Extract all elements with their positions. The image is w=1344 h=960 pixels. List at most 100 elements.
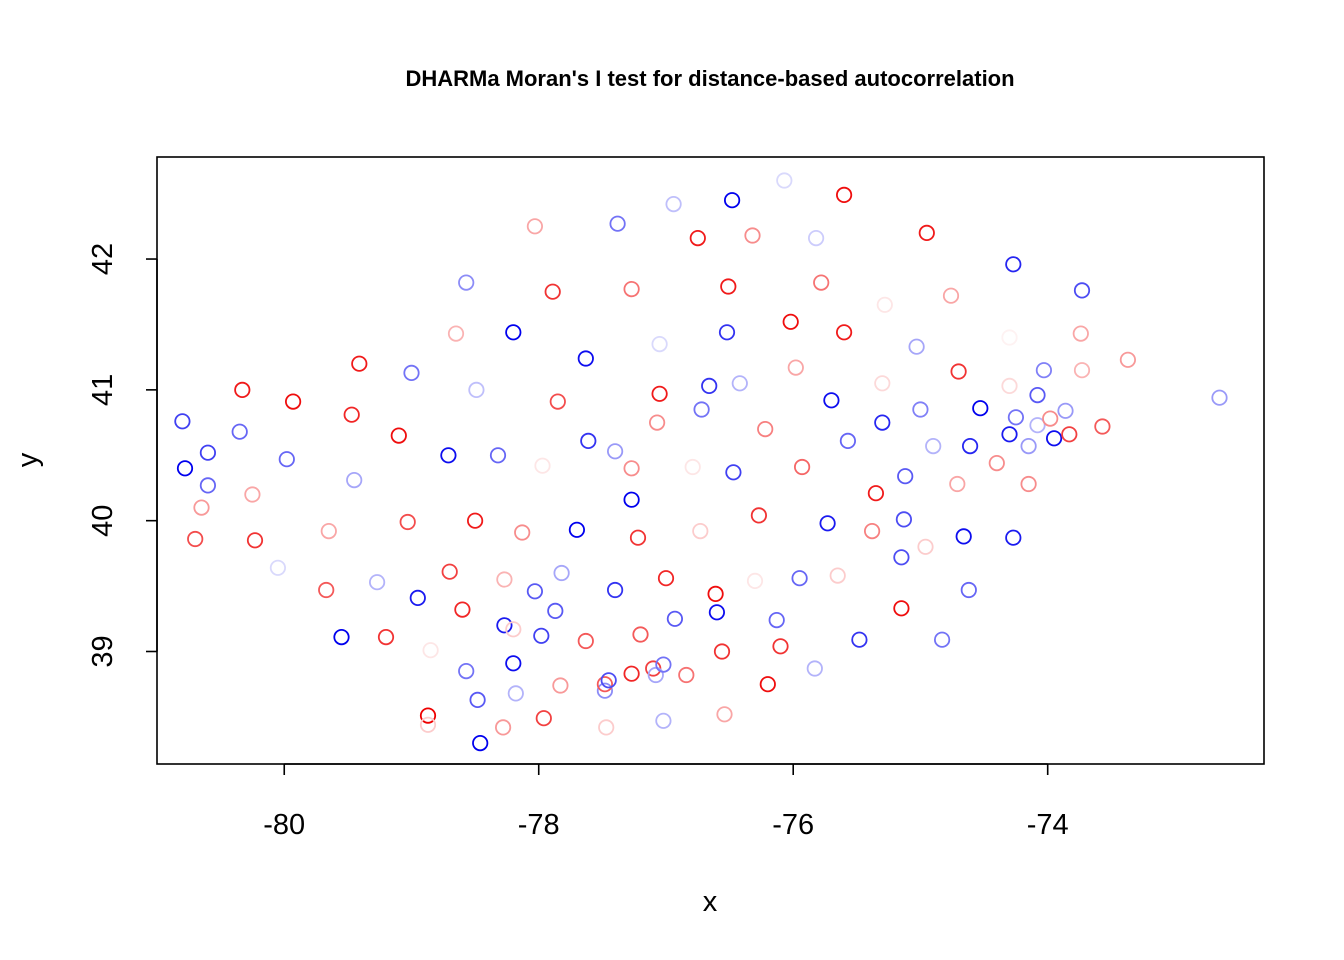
data-point bbox=[623, 491, 640, 508]
data-point bbox=[949, 475, 966, 493]
x-tick-label: -74 bbox=[1027, 809, 1069, 841]
data-point bbox=[351, 355, 368, 372]
data-point bbox=[657, 570, 675, 587]
data-point bbox=[577, 350, 594, 367]
data-point bbox=[526, 218, 544, 235]
data-point bbox=[231, 423, 248, 440]
data-point bbox=[806, 660, 823, 677]
data-point bbox=[580, 432, 597, 449]
x-axis: -80 -78 -76 -74 bbox=[263, 763, 1069, 841]
data-point bbox=[458, 662, 475, 680]
data-point bbox=[716, 706, 733, 723]
data-point bbox=[507, 685, 524, 702]
data-point bbox=[835, 186, 853, 203]
data-point bbox=[1035, 362, 1053, 379]
data-point bbox=[333, 628, 350, 646]
data-point bbox=[655, 712, 672, 729]
data-point bbox=[955, 528, 972, 545]
data-point bbox=[552, 677, 569, 694]
data-point bbox=[925, 437, 942, 455]
chart-title: DHARMa Moran's I test for distance-based… bbox=[405, 66, 1014, 91]
data-point bbox=[534, 457, 551, 474]
data-point bbox=[600, 672, 617, 689]
data-point bbox=[244, 486, 261, 503]
data-point bbox=[684, 458, 701, 476]
data-point bbox=[746, 572, 764, 590]
data-point bbox=[768, 611, 785, 629]
data-point bbox=[246, 532, 264, 549]
data-point bbox=[708, 604, 726, 621]
data-point bbox=[772, 638, 789, 655]
data-point bbox=[718, 324, 736, 341]
data-point bbox=[713, 643, 731, 660]
data-point bbox=[284, 393, 302, 410]
data-point bbox=[1046, 430, 1063, 447]
data-point bbox=[750, 507, 768, 524]
data-point bbox=[757, 420, 774, 438]
data-point bbox=[693, 401, 710, 418]
data-point bbox=[505, 324, 522, 341]
data-point bbox=[701, 377, 718, 394]
data-point bbox=[793, 458, 811, 476]
data-point bbox=[496, 617, 513, 634]
data-point bbox=[535, 710, 552, 727]
data-point bbox=[390, 427, 407, 444]
data-point bbox=[174, 413, 191, 430]
data-point bbox=[547, 602, 564, 620]
data-point bbox=[422, 642, 439, 659]
data-point bbox=[494, 719, 512, 736]
data-point bbox=[655, 656, 672, 673]
data-point bbox=[606, 443, 624, 460]
data-point bbox=[1001, 377, 1018, 394]
data-point bbox=[609, 215, 626, 232]
data-point bbox=[1211, 389, 1228, 406]
data-point bbox=[377, 628, 395, 646]
data-point bbox=[199, 477, 216, 494]
data-point bbox=[1001, 426, 1018, 443]
data-point bbox=[819, 515, 836, 532]
x-tick-label: -76 bbox=[772, 809, 814, 841]
data-point bbox=[791, 570, 808, 587]
data-point bbox=[409, 589, 426, 607]
data-point bbox=[689, 230, 706, 247]
data-point bbox=[629, 529, 647, 546]
data-point bbox=[1073, 282, 1091, 299]
data-point bbox=[1020, 437, 1037, 455]
data-point bbox=[893, 600, 910, 617]
data-point bbox=[505, 655, 522, 672]
data-point bbox=[1029, 417, 1046, 434]
data-point bbox=[623, 665, 640, 682]
y-axis-label: y bbox=[12, 452, 44, 467]
data-point bbox=[807, 230, 825, 247]
data-point bbox=[942, 287, 960, 304]
data-point bbox=[666, 610, 684, 627]
y-tick-label: 42 bbox=[87, 243, 119, 275]
data-point bbox=[835, 324, 853, 341]
data-point bbox=[933, 631, 951, 648]
data-point bbox=[776, 172, 793, 189]
y-axis: 39 40 41 42 bbox=[87, 243, 158, 668]
data-point bbox=[725, 464, 742, 481]
data-point bbox=[447, 325, 465, 342]
data-point bbox=[469, 691, 486, 709]
data-point bbox=[1042, 410, 1059, 427]
data-point bbox=[505, 621, 522, 638]
x-tick-label: -78 bbox=[518, 809, 560, 841]
data-point bbox=[651, 385, 668, 402]
data-point bbox=[823, 392, 840, 409]
data-point bbox=[544, 283, 561, 300]
data-point bbox=[343, 406, 360, 423]
data-point bbox=[399, 513, 416, 531]
data-point bbox=[187, 530, 204, 548]
data-point bbox=[496, 571, 513, 588]
data-point bbox=[720, 278, 737, 295]
data-point bbox=[678, 666, 695, 684]
data-point bbox=[813, 274, 830, 291]
data-point bbox=[648, 414, 666, 431]
data-point bbox=[419, 716, 437, 733]
x-tick-label: -80 bbox=[263, 809, 305, 841]
data-point bbox=[623, 460, 640, 477]
data-point bbox=[759, 676, 776, 693]
data-point bbox=[874, 375, 891, 392]
